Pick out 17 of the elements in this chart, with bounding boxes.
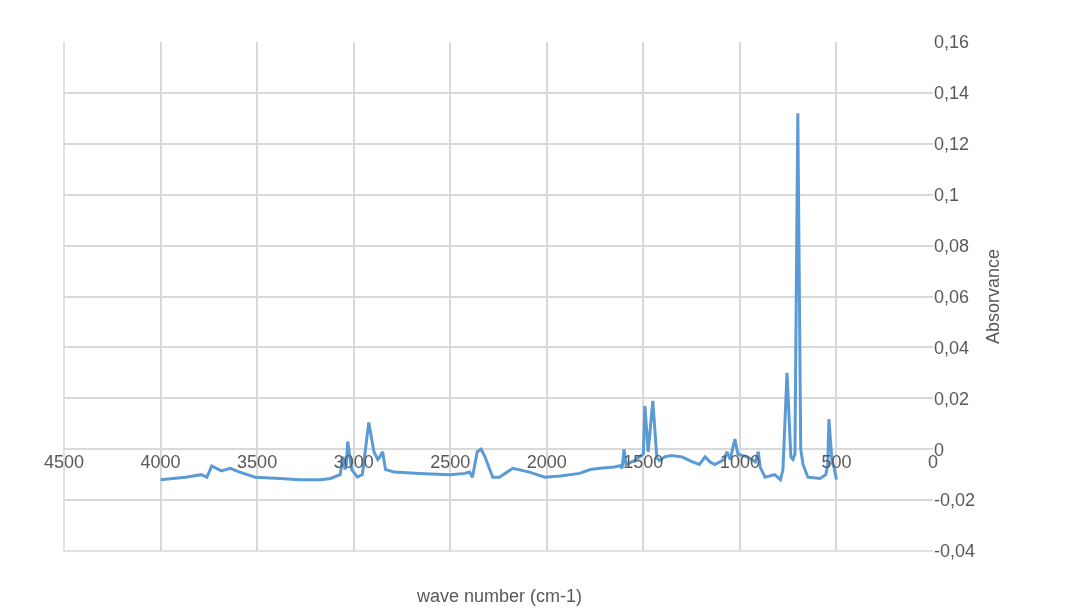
x-tick-label: 2500 [430, 452, 471, 473]
y-tick-label: 0,14 [934, 83, 970, 104]
y-tick-label: -0,02 [934, 490, 976, 511]
y-tick-label: 0,12 [934, 134, 970, 155]
y-tick-label: 0,08 [934, 235, 970, 256]
y-tick-label: 0,06 [934, 286, 970, 307]
y-axis-title: Absorvance [983, 248, 1004, 345]
y-tick-label: 0,04 [934, 337, 970, 358]
y-tick-label: 0,16 [934, 32, 970, 53]
x-tick-label: 2000 [526, 452, 567, 473]
y-tick-label: 0,1 [934, 185, 960, 205]
y-tick-label: -0,04 [934, 541, 976, 562]
x-tick-label: 3500 [237, 452, 278, 473]
x-tick-label: 4500 [43, 452, 85, 473]
x-axis-title: wave number (cm-1) [416, 586, 583, 606]
y-tick-label: 0,02 [934, 388, 970, 409]
x-tick-label: 4000 [140, 452, 181, 473]
